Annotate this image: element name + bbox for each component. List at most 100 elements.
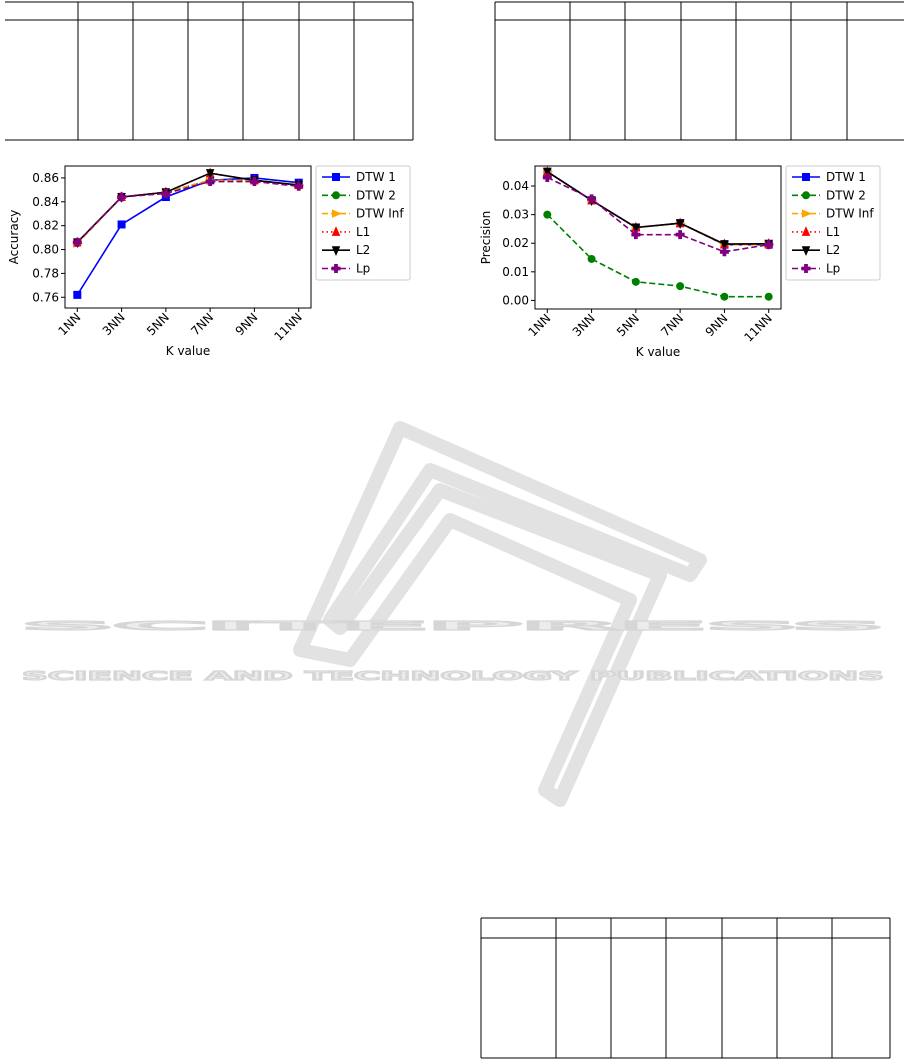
marker	[675, 219, 685, 229]
legend-marker	[331, 264, 341, 273]
marker	[73, 290, 82, 299]
marker	[676, 282, 685, 291]
legend-label: L2	[356, 243, 370, 257]
x-tick-label: 1NN	[55, 310, 83, 338]
legend-marker	[801, 226, 811, 236]
y-axis-label: Accuracy	[7, 210, 21, 265]
marker	[205, 177, 215, 187]
x-tick-label: 9NN	[233, 310, 261, 338]
marker	[675, 230, 685, 240]
marker	[720, 240, 729, 250]
legend-marker	[332, 191, 340, 200]
series-line	[76, 179, 299, 243]
series-line	[76, 180, 299, 243]
marker	[764, 292, 773, 301]
legend-marker	[332, 173, 340, 181]
y-tick-label: 0.78	[32, 266, 59, 280]
plot-frame	[64, 165, 312, 309]
table	[5, 1, 414, 141]
x-tick-label: 1NN	[525, 311, 553, 339]
series-line	[76, 177, 299, 296]
marker	[161, 188, 171, 198]
series-line	[546, 171, 769, 245]
watermark: SCITEPRESS SCIENCE AND TECHNOLOGY PUBLIC…	[21, 421, 885, 807]
y-axis-label: Precision	[479, 211, 493, 265]
x-tick-label: 11NN	[741, 311, 774, 344]
legend-label: L1	[826, 225, 840, 239]
marker	[719, 247, 729, 257]
x-tick-label: 7NN	[188, 310, 216, 338]
marker	[542, 172, 552, 182]
watermark-logo	[293, 421, 707, 807]
legend-label: DTW Inf	[356, 207, 404, 221]
table	[494, 1, 904, 141]
x-tick-label: 3NN	[570, 311, 598, 339]
legend-marker	[331, 246, 341, 256]
marker	[720, 292, 729, 301]
marker	[249, 177, 259, 187]
marker	[631, 223, 641, 234]
marker	[764, 240, 774, 250]
marker	[117, 220, 126, 229]
chart: 0.00 0.01 0.02 0.03 0.04 1NN 3NN 5NN 7NN 9NN 11NN K…	[479, 165, 881, 359]
y-tick-label: 0.04	[502, 179, 529, 193]
y-tick-label: 0.02	[502, 236, 529, 250]
legend-label: Lp	[826, 262, 840, 276]
y-tick-label: 0.00	[502, 293, 529, 307]
legend-label: L2	[826, 243, 840, 257]
series-line	[546, 176, 769, 253]
legend-label: L1	[356, 225, 370, 239]
x-tick-label: 3NN	[100, 310, 128, 338]
y-tick-label: 0.80	[32, 243, 59, 257]
legend-marker	[801, 246, 811, 256]
marker	[205, 169, 215, 179]
marker	[543, 210, 552, 219]
series-line	[546, 171, 769, 246]
marker	[117, 192, 127, 202]
y-tick-label: 0.01	[502, 265, 529, 279]
x-tick-label: 11NN	[271, 310, 304, 343]
legend-label: DTW 1	[356, 170, 396, 184]
x-axis-label: K value	[166, 344, 210, 358]
series-line	[76, 172, 299, 243]
legend-marker	[801, 264, 811, 273]
series-line	[76, 179, 299, 245]
x-tick-label: 5NN	[614, 311, 642, 339]
series-line	[546, 171, 769, 245]
series-line	[546, 214, 769, 298]
legend-label: DTW 2	[826, 188, 866, 202]
legend-label: Lp	[356, 262, 370, 276]
marker	[294, 181, 304, 191]
marker	[631, 277, 640, 286]
legend-label: DTW 1	[826, 170, 866, 184]
x-tick-label: 9NN	[703, 311, 731, 339]
legend-marker	[802, 209, 812, 218]
legend-marker	[802, 173, 810, 181]
marker	[587, 194, 597, 204]
y-tick-label: 0.82	[32, 219, 59, 233]
legend-label: DTW 2	[356, 188, 396, 202]
watermark-subtitle: SCIENCE AND TECHNOLOGY PUBLICATIONS	[22, 669, 884, 683]
marker	[543, 167, 552, 178]
x-tick-label: 7NN	[658, 311, 686, 339]
x-tick-label: 5NN	[144, 310, 172, 338]
marker	[631, 230, 641, 240]
table	[480, 917, 891, 1059]
legend-marker	[802, 191, 810, 200]
legend-label: DTW Inf	[826, 207, 874, 221]
marker	[72, 237, 82, 247]
chart: 0.76 0.78 0.80 0.82 0.84 0.86 1NN 3NN 5NN 7NN 9NN 1…	[7, 165, 411, 358]
plot-frame	[534, 165, 782, 310]
watermark-title: SCITEPRESS	[22, 619, 884, 633]
y-tick-label: 0.84	[32, 195, 59, 209]
series-line	[546, 171, 769, 246]
legend-marker	[332, 209, 342, 218]
marker	[587, 254, 596, 263]
legend-marker	[331, 226, 341, 236]
x-axis-label: K value	[636, 345, 680, 359]
y-tick-label: 0.86	[32, 171, 59, 185]
y-tick-label: 0.76	[32, 290, 59, 304]
y-tick-label: 0.03	[502, 208, 529, 222]
